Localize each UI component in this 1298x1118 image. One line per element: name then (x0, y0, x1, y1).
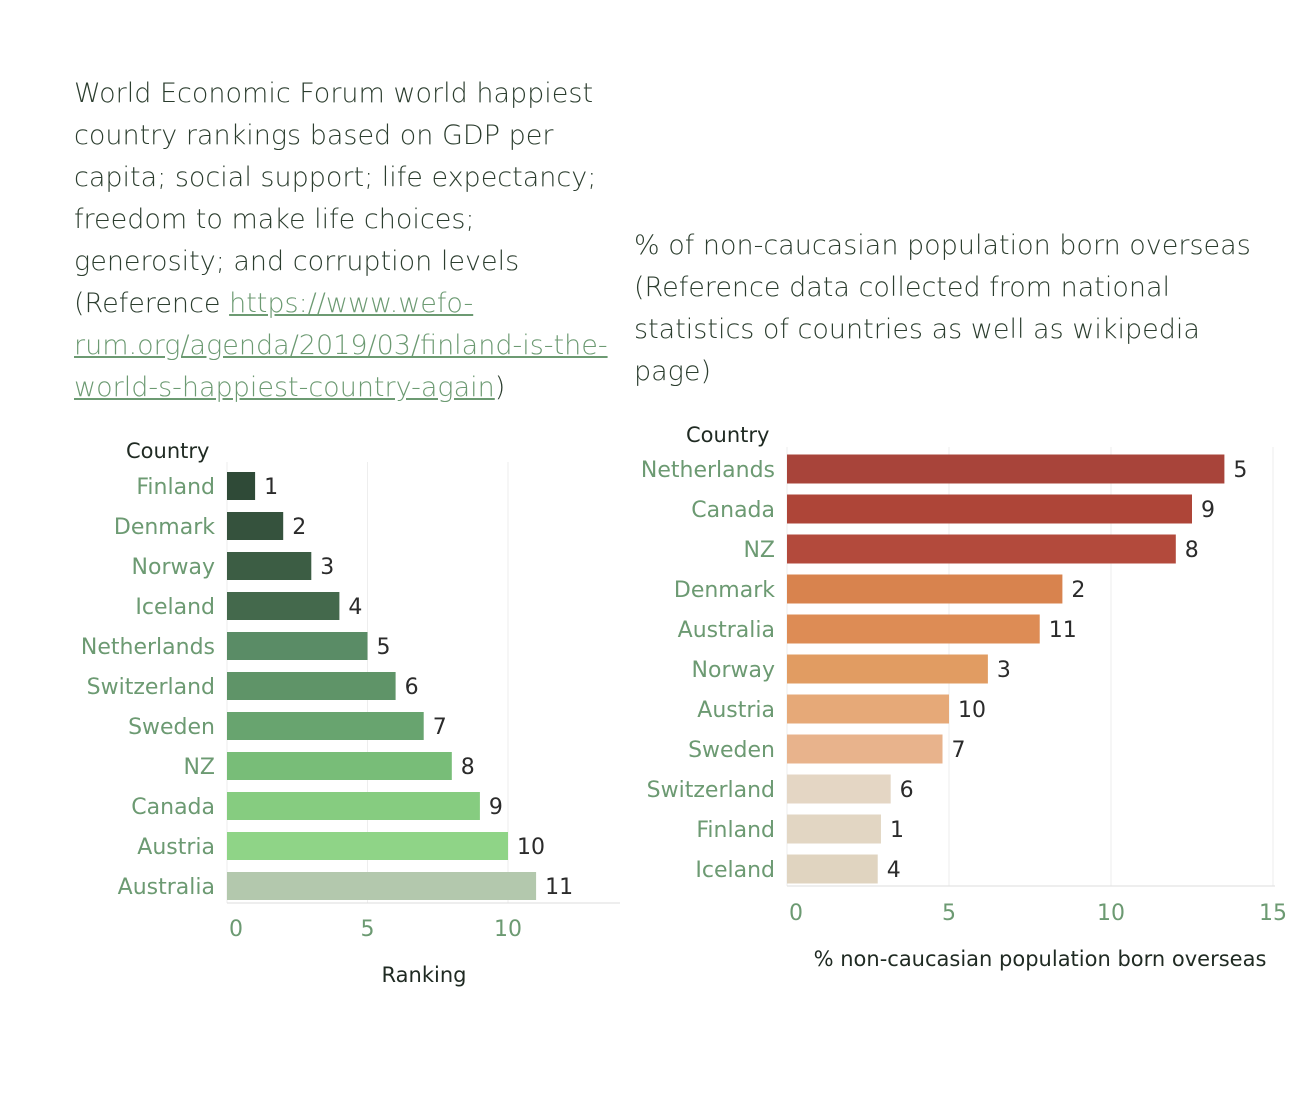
ranking-category-label: Finland (136, 475, 215, 500)
ranking-category-label: Austria (137, 835, 215, 860)
overseas-category-label: Switzerland (647, 778, 775, 803)
overseas-row-header: Country (686, 423, 769, 447)
overseas-data-label: 3 (997, 658, 1011, 683)
ranking-data-label: 7 (433, 715, 447, 740)
left-description-text: World Economic Forum world happiest coun… (74, 78, 597, 319)
overseas-category-label: Denmark (674, 578, 775, 603)
ranking-category-label: Sweden (128, 715, 215, 740)
ranking-bar (227, 472, 256, 500)
left-chart-description: World Economic Forum world happiest coun… (74, 73, 614, 409)
overseas-category-label: Norway (692, 658, 775, 683)
overseas-data-label: 7 (952, 738, 966, 763)
ranking-category-label: Iceland (135, 595, 215, 620)
right-chart-description: % of non-caucasian population born overs… (634, 230, 1251, 387)
overseas-category-label: Finland (696, 818, 775, 843)
ranking-bar (227, 592, 340, 620)
ranking-data-label: 4 (348, 595, 362, 620)
ranking-bar (227, 752, 452, 780)
left-description-close: ) (494, 372, 506, 403)
ranking-category-label: Norway (132, 555, 215, 580)
ranking-bar (227, 792, 480, 820)
overseas-category-label: Australia (678, 618, 775, 643)
ranking-bar (227, 632, 368, 660)
overseas-bar (787, 534, 1176, 564)
overseas-bar (787, 614, 1040, 644)
overseas-category-label: Austria (697, 698, 775, 723)
ranking-bar (227, 512, 284, 540)
ranking-bar (227, 872, 537, 900)
ranking-data-label: 8 (461, 755, 475, 780)
ranking-row-header: Country (126, 439, 209, 463)
overseas-category-label: Iceland (695, 858, 775, 883)
overseas-x-tick-label: 5 (942, 901, 956, 926)
overseas-category-label: Sweden (688, 738, 775, 763)
overseas-data-label: 9 (1201, 498, 1215, 523)
ranking-category-label: NZ (183, 755, 215, 780)
overseas-bar (787, 814, 881, 844)
ranking-data-label: 9 (489, 795, 503, 820)
overseas-bar (787, 574, 1063, 604)
ranking-category-label: Australia (118, 875, 215, 900)
overseas-bar (787, 654, 988, 684)
ranking-bar (227, 672, 396, 700)
ranking-bar (227, 832, 508, 860)
ranking-data-label: 5 (377, 635, 391, 660)
overseas-x-tick-label: 10 (1097, 901, 1125, 926)
overseas-bar (787, 774, 891, 804)
ranking-data-label: 10 (517, 835, 545, 860)
overseas-data-label: 11 (1049, 618, 1077, 643)
overseas-bar (787, 454, 1225, 484)
overseas-data-label: 6 (900, 778, 914, 803)
ranking-x-tick-label: 0 (229, 917, 243, 942)
ranking-category-label: Denmark (114, 515, 215, 540)
overseas-category-label: Netherlands (641, 458, 775, 483)
ranking-data-label: 2 (292, 515, 306, 540)
overseas-category-label: Canada (691, 498, 775, 523)
overseas-data-label: 8 (1185, 538, 1199, 563)
ranking-data-label: 3 (320, 555, 334, 580)
overseas-bar (787, 854, 878, 884)
overseas-data-label: 10 (958, 698, 986, 723)
ranking-bar (227, 552, 312, 580)
ranking-data-label: 11 (545, 875, 573, 900)
ranking-data-label: 6 (405, 675, 419, 700)
ranking-category-label: Netherlands (81, 635, 215, 660)
reference-link[interactable]: https://www.wefo-rum.org/agenda/2019/03/… (74, 288, 608, 403)
overseas-data-label: 5 (1233, 458, 1247, 483)
overseas-x-axis-title: % non-caucasian population born overseas (814, 947, 1267, 971)
overseas-data-label: 2 (1071, 578, 1085, 603)
ranking-x-tick-label: 10 (494, 917, 522, 942)
ranking-x-axis-title: Ranking (382, 963, 467, 987)
overseas-bar (787, 494, 1192, 524)
ranking-category-label: Canada (131, 795, 215, 820)
overseas-x-tick-label: 0 (789, 901, 803, 926)
overseas-data-label: 1 (890, 818, 904, 843)
ranking-data-label: 1 (264, 475, 278, 500)
overseas-x-tick-label: 15 (1259, 901, 1287, 926)
ranking-category-label: Switzerland (87, 675, 215, 700)
ranking-x-tick-label: 5 (361, 917, 375, 942)
overseas-bar (787, 694, 949, 724)
overseas-bar (787, 734, 943, 764)
overseas-category-label: NZ (743, 538, 775, 563)
ranking-bar (227, 712, 424, 740)
overseas-data-label: 4 (887, 858, 901, 883)
